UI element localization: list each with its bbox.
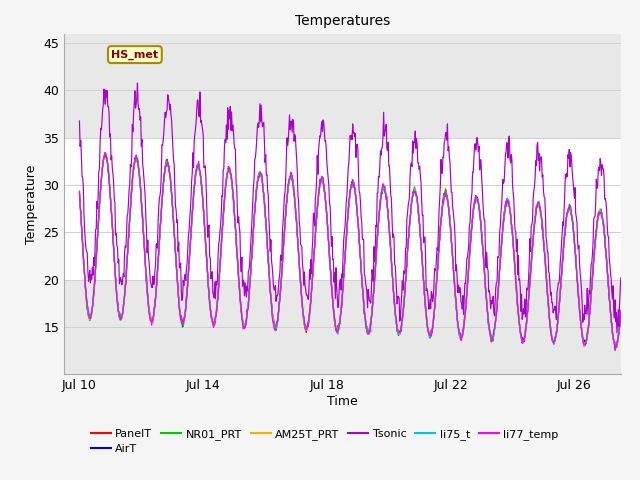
PanelT — [510, 249, 518, 254]
PanelT — [458, 334, 465, 339]
Tsonic — [613, 330, 621, 336]
Tsonic — [218, 193, 226, 199]
li77_temp — [76, 189, 83, 194]
NR01_PRT — [333, 326, 341, 332]
li77_temp — [471, 199, 479, 204]
li75_t — [218, 234, 226, 240]
AirT — [333, 329, 341, 335]
li77_temp — [218, 234, 226, 240]
li77_temp — [536, 204, 544, 210]
AM25T_PRT — [333, 329, 341, 335]
Tsonic — [617, 275, 625, 281]
AM25T_PRT — [617, 312, 625, 318]
Tsonic — [76, 118, 83, 124]
AirT — [612, 343, 620, 349]
NR01_PRT — [458, 334, 465, 340]
Tsonic — [536, 156, 544, 162]
Tsonic — [510, 197, 518, 203]
Line: li75_t: li75_t — [79, 153, 621, 346]
li77_temp — [611, 348, 619, 353]
Y-axis label: Temperature: Temperature — [25, 164, 38, 244]
li75_t — [101, 150, 109, 156]
Line: NR01_PRT: NR01_PRT — [79, 154, 621, 348]
Line: Tsonic: Tsonic — [79, 83, 621, 333]
NR01_PRT — [536, 206, 544, 212]
AM25T_PRT — [536, 206, 544, 212]
AirT — [101, 150, 109, 156]
Text: HS_met: HS_met — [111, 49, 159, 60]
X-axis label: Time: Time — [327, 395, 358, 408]
li77_temp — [333, 329, 341, 335]
NR01_PRT — [471, 199, 479, 205]
AirT — [76, 190, 83, 196]
Line: AirT: AirT — [79, 153, 621, 346]
PanelT — [101, 152, 109, 158]
Tsonic — [134, 80, 141, 86]
PanelT — [471, 200, 479, 206]
AM25T_PRT — [218, 234, 226, 240]
AirT — [218, 231, 226, 237]
li75_t — [471, 196, 479, 202]
Tsonic — [458, 300, 465, 305]
PanelT — [612, 344, 620, 349]
Tsonic — [333, 294, 341, 300]
li75_t — [458, 332, 465, 337]
li77_temp — [101, 150, 109, 156]
Title: Temperatures: Temperatures — [295, 14, 390, 28]
AM25T_PRT — [510, 252, 518, 258]
AirT — [510, 251, 518, 256]
li75_t — [510, 248, 518, 254]
li75_t — [612, 343, 620, 349]
Legend: PanelT, AirT, NR01_PRT, AM25T_PRT, Tsonic, li75_t, li77_temp: PanelT, AirT, NR01_PRT, AM25T_PRT, Tsoni… — [86, 424, 563, 459]
li75_t — [617, 310, 625, 316]
NR01_PRT — [102, 151, 109, 156]
PanelT — [536, 209, 544, 215]
li75_t — [333, 328, 341, 334]
li75_t — [76, 192, 83, 198]
PanelT — [617, 309, 625, 315]
Line: PanelT: PanelT — [79, 155, 621, 347]
AirT — [458, 335, 465, 340]
NR01_PRT — [218, 234, 226, 240]
Line: AM25T_PRT: AM25T_PRT — [79, 154, 621, 349]
Tsonic — [471, 141, 479, 146]
li77_temp — [458, 336, 465, 341]
NR01_PRT — [617, 311, 625, 317]
Bar — [64, 280, 621, 374]
li77_temp — [617, 307, 625, 313]
AirT — [471, 196, 479, 202]
NR01_PRT — [612, 346, 620, 351]
AM25T_PRT — [458, 338, 465, 344]
li77_temp — [510, 251, 518, 257]
AirT — [617, 310, 625, 315]
PanelT — [76, 190, 83, 196]
AirT — [536, 206, 544, 212]
AM25T_PRT — [101, 151, 109, 156]
AM25T_PRT — [76, 188, 83, 193]
AM25T_PRT — [471, 194, 479, 200]
NR01_PRT — [510, 251, 518, 257]
Bar — [64, 34, 621, 138]
Line: li77_temp: li77_temp — [79, 153, 621, 350]
li75_t — [536, 205, 544, 211]
NR01_PRT — [76, 197, 83, 203]
PanelT — [333, 330, 341, 336]
PanelT — [218, 234, 226, 240]
AM25T_PRT — [611, 346, 619, 352]
